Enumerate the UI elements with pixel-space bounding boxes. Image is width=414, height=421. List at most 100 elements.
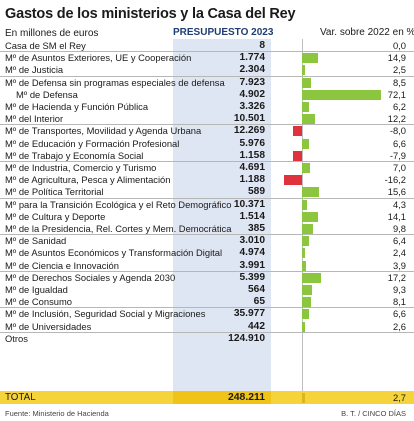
table-row: Mº de Ciencia e Innovación 3.991 3,9 [0, 260, 414, 272]
budget-value: 124.910 [228, 332, 265, 344]
row-label: Mº de Consumo [5, 296, 72, 308]
variation-bar-positive [302, 187, 320, 198]
row-label: Mº de Universidades [5, 320, 92, 332]
variation-label: 2,5 [392, 64, 406, 76]
table-row: Mº de Política Territorial 589 15,6 [0, 186, 414, 199]
variation-label: -16,2 [384, 174, 406, 186]
variation-label: 4,3 [392, 198, 406, 210]
variation-label: 2,4 [392, 247, 406, 259]
row-label: Casa de SM el Rey [5, 40, 86, 51]
budget-value: 385 [248, 223, 265, 234]
row-label: Mº de Trabajo y Economía Social [5, 149, 144, 161]
variation-label: 9,8 [392, 223, 406, 234]
total-budget-background [173, 391, 271, 404]
variation-bar-negative [293, 126, 302, 137]
variation-bar-positive [302, 199, 307, 210]
table-row: Mº de Sanidad 3.010 6,4 [0, 235, 414, 247]
table-row: Mº de Justicia 2.304 2,5 [0, 64, 414, 77]
variation-bar-positive [302, 211, 318, 222]
variation-label: 6,6 [392, 137, 406, 149]
budget-column-header: PRESUPUESTO 2023 [173, 27, 274, 38]
row-label: Mº de Inclusión, Seguridad Social y Migr… [5, 308, 206, 320]
row-label: Mº de Derechos Sociales y Agenda 2030 [5, 271, 176, 283]
variation-bar-positive [302, 321, 305, 332]
budget-value: 442 [248, 320, 265, 332]
variation-label: 14,9 [387, 52, 406, 64]
budget-value: 10.501 [233, 113, 265, 125]
variation-bar-positive [302, 114, 316, 125]
variation-bar-positive [302, 163, 310, 173]
variation-label: 6,2 [392, 101, 406, 112]
budget-value: 2.304 [239, 64, 266, 76]
source-note: Fuente: Ministerio de Hacienda [5, 409, 109, 418]
table-row: Mº para la Transición Ecológica y el Ret… [0, 199, 414, 211]
table-row: Mº de Educación y Formación Profesional 5… [0, 138, 414, 150]
table-row: Mº de Universidades 442 2,6 [0, 321, 414, 333]
row-label: Mº de Transportes, Movilidad y Agenda Ur… [5, 125, 202, 137]
row-label: Mº de Hacienda y Función Pública [5, 101, 149, 112]
total-label: TOTAL [5, 392, 36, 403]
budget-value: 1.514 [239, 210, 266, 222]
budget-value: 12.269 [233, 125, 265, 137]
table-row: Mº de Agricultura, Pesca y Alimentación 1… [0, 174, 414, 186]
row-label: Mº de Defensa sin programas especiales d… [5, 76, 225, 88]
budget-value: 7.923 [239, 76, 266, 88]
table-row: Mº de Asuntos Económicos y Transformació… [0, 247, 414, 259]
table-row: Mº de Trabajo y Economía Social 1.158 -7,9 [0, 150, 414, 162]
row-label: Mº de Justicia [5, 64, 64, 76]
table-row: Mº de Cultura y Deporte 1.514 14,1 [0, 211, 414, 223]
table-row: Mº de Hacienda y Función Pública 3.326 6,2 [0, 101, 414, 113]
variation-label: 15,6 [387, 186, 406, 198]
row-label: Mº de la Presidencia, Rel. Cortes y Mem.… [5, 223, 232, 234]
variation-bar-positive [302, 248, 305, 259]
table-row: Mº del Interior 10.501 12,2 [0, 113, 414, 126]
variation-label: 8,1 [392, 296, 406, 308]
variation-bar-positive [302, 65, 305, 76]
variation-label: 7,0 [392, 162, 406, 173]
variation-bar-negative [284, 175, 302, 186]
budget-value: 1.774 [239, 52, 266, 64]
total-budget-value: 248.211 [228, 392, 265, 403]
table-row: Mº de Derechos Sociales y Agenda 2030 5.3… [0, 272, 414, 284]
budget-value: 4.691 [239, 162, 266, 173]
row-label: Mº de Educación y Formación Profesional [5, 137, 180, 149]
row-label: Mº de Política Territorial [5, 186, 104, 198]
table-row: Mº de Industria, Comercio y Turismo 4.691… [0, 162, 414, 174]
variation-bar-positive [302, 53, 319, 64]
row-label: Mº de Igualdad [5, 284, 68, 295]
variation-bar-positive [302, 224, 313, 234]
variation-bar-positive [302, 77, 312, 88]
budget-value: 35.977 [233, 308, 265, 320]
budget-value: 1.188 [239, 174, 266, 186]
table-row: Mº de la Presidencia, Rel. Cortes y Mem.… [0, 223, 414, 236]
budget-value: 10.371 [233, 198, 265, 210]
row-label: Mº de Asuntos Económicos y Transformació… [5, 247, 223, 259]
budget-value: 4.902 [239, 88, 266, 100]
total-row: TOTAL 248.211 2,7 [0, 391, 414, 404]
variation-label: -7,9 [389, 149, 406, 161]
variation-bar-positive [302, 89, 382, 100]
row-label: Mº de Ciencia e Innovación [5, 259, 119, 271]
table-row: Mº de Transportes, Movilidad y Agenda Ur… [0, 125, 414, 137]
row-label: Mº de Agricultura, Pesca y Alimentación [5, 174, 171, 186]
total-variation-bar [302, 392, 305, 403]
budget-column-background [173, 39, 271, 404]
variation-bar-positive [302, 272, 321, 283]
budget-value: 5.976 [239, 137, 266, 149]
units-label: En millones de euros [5, 28, 99, 39]
row-label: Mº del Interior [5, 113, 64, 125]
budget-value: 564 [248, 284, 265, 295]
budget-value: 589 [248, 186, 265, 198]
variation-label: 0,0 [392, 40, 406, 51]
table-row: Mº de Asuntos Exteriores, UE y Cooperaci… [0, 52, 414, 64]
variation-label: 8,5 [392, 76, 406, 88]
variation-bar-positive [302, 260, 307, 271]
row-label: Mº de Industria, Comercio y Turismo [5, 162, 157, 173]
budget-value: 65 [253, 296, 265, 308]
variation-label: 3,9 [392, 259, 406, 271]
budget-value: 1.158 [239, 149, 266, 161]
budget-value: 3.326 [239, 101, 266, 112]
table-row: Casa de SM el Rey 8 0,0 [0, 40, 414, 53]
variation-bar-positive [302, 236, 310, 247]
variation-bar-positive [302, 309, 310, 320]
